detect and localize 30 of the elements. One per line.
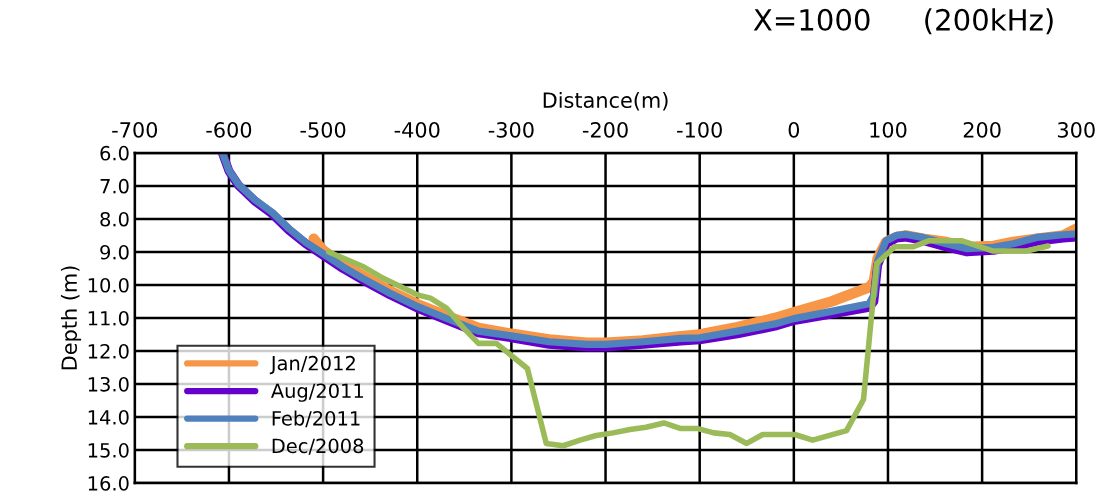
x-tick-label: 0	[788, 121, 800, 138]
y-tick-label: 16.0	[88, 476, 129, 491]
y-tick-label: 9.0	[100, 244, 129, 260]
legend-label: Feb/2011	[272, 410, 360, 428]
y-tick-label: 15.0	[88, 443, 129, 458]
x-axis-title: Distance(m)	[543, 91, 668, 111]
legend-label: Aug/2011	[270, 383, 364, 402]
y-tick-label: 7.0	[100, 178, 129, 194]
y-tick-label: 8.0	[100, 211, 129, 227]
y-tick-label: 14.0	[88, 409, 129, 425]
x-tick-label: -200	[582, 121, 628, 138]
legend-label: Dec/2008	[272, 438, 364, 455]
chart-subtitle: (200kHz)	[925, 8, 1053, 35]
y-axis-title: Depth (m)	[60, 266, 82, 370]
x-tick-label: -500	[300, 121, 346, 138]
x-tick-label: 100	[870, 121, 907, 138]
y-tick-label: 10.0	[88, 277, 129, 293]
x-tick-label: 300	[1057, 121, 1095, 138]
y-tick-label: 6.0	[100, 145, 129, 161]
legend-label: Jan/2012	[269, 355, 355, 375]
y-tick-label: 13.0	[88, 376, 129, 392]
y-tick-label: 12.0	[88, 343, 129, 359]
x-tick-label: -300	[488, 121, 534, 138]
x-tick-label: -600	[206, 121, 252, 138]
x-tick-label: -100	[677, 121, 722, 138]
x-tick-label: -400	[394, 121, 440, 138]
x-tick-label: 200	[963, 121, 1001, 138]
x-tick-label: -700	[112, 121, 158, 138]
chart-title: X=1000	[753, 8, 870, 31]
y-tick-label: 11.0	[88, 310, 129, 326]
